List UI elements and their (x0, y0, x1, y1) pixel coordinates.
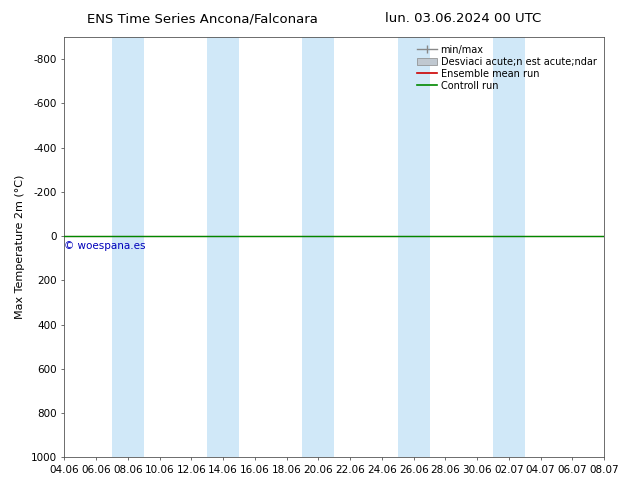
Bar (493, 37, 525, 457)
Bar (112, 37, 144, 457)
Bar (207, 37, 239, 457)
Legend: min/max, Desviaci acute;n est acute;ndar, Ensemble mean run, Controll run: min/max, Desviaci acute;n est acute;ndar… (414, 42, 599, 94)
Text: lun. 03.06.2024 00 UTC: lun. 03.06.2024 00 UTC (385, 12, 541, 25)
Bar (398, 37, 429, 457)
Bar (302, 37, 334, 457)
Y-axis label: Max Temperature 2m (°C): Max Temperature 2m (°C) (15, 175, 25, 319)
Text: © woespana.es: © woespana.es (65, 241, 146, 250)
Text: ENS Time Series Ancona/Falconara: ENS Time Series Ancona/Falconara (87, 12, 318, 25)
